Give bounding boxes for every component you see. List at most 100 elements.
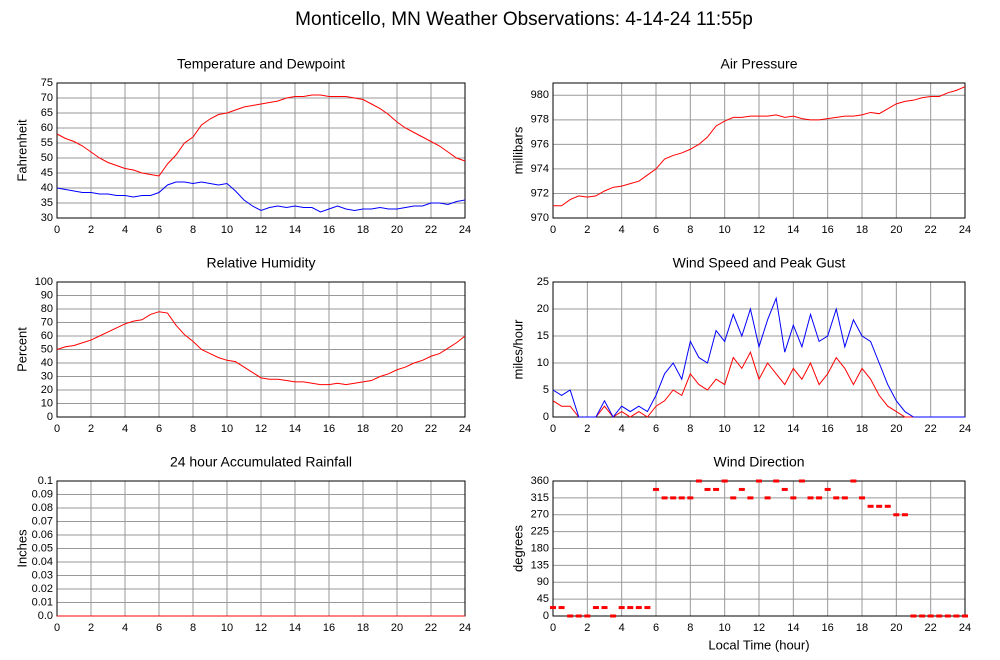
x-tick-label: 10 <box>221 622 233 634</box>
point <box>764 496 771 500</box>
x-tick-label: 18 <box>856 224 868 236</box>
point <box>558 606 565 610</box>
point <box>670 496 677 500</box>
x-tick-label: 14 <box>289 423 301 435</box>
y-tick-label: 50 <box>41 343 53 355</box>
point <box>653 487 659 491</box>
y-tick-label: 972 <box>531 187 549 199</box>
x-tick-label: 4 <box>619 622 625 634</box>
x-tick-label: 24 <box>959 622 971 634</box>
x-tick-label: 24 <box>459 622 471 634</box>
point <box>867 504 874 508</box>
series-line <box>552 296 965 418</box>
x-tick-label: 0 <box>54 224 60 236</box>
point <box>962 614 968 618</box>
point <box>927 614 934 618</box>
point <box>721 479 728 483</box>
y-tick-label: 974 <box>531 163 549 175</box>
point <box>644 606 651 610</box>
x-tick-label: 18 <box>357 224 369 236</box>
x-tick-label: 20 <box>890 423 902 435</box>
point <box>876 504 883 508</box>
y-tick-label: 0.05 <box>32 542 53 554</box>
point <box>781 487 788 491</box>
y-tick-label: 65 <box>41 107 53 119</box>
y-tick-label: 225 <box>531 526 549 538</box>
y-tick-label: 0.04 <box>32 556 53 568</box>
y-tick-label: 5 <box>543 384 549 396</box>
point <box>618 606 625 610</box>
x-tick-label: 0 <box>550 423 556 435</box>
plot-frame <box>552 82 966 219</box>
x-tick-label: 0 <box>550 622 556 634</box>
x-tick-label: 18 <box>357 622 369 634</box>
x-tick-label: 16 <box>323 423 335 435</box>
x-tick-label: 0 <box>54 423 60 435</box>
y-tick-label: 35 <box>41 197 53 209</box>
chart-title: Wind Direction <box>713 454 804 470</box>
y-tick-label: 90 <box>41 289 53 301</box>
x-tick-label: 4 <box>619 224 625 236</box>
x-tick-label: 6 <box>156 224 162 236</box>
x-tick-label: 0 <box>54 622 60 634</box>
x-tick-label: 14 <box>787 224 799 236</box>
point <box>713 487 720 491</box>
x-tick-label: 22 <box>425 423 437 435</box>
x-tick-label: 22 <box>925 224 937 236</box>
y-tick-label: 45 <box>537 593 549 605</box>
point <box>884 504 891 508</box>
x-tick-label: 18 <box>856 622 868 634</box>
series-line <box>56 311 466 386</box>
x-tick-label: 20 <box>890 622 902 634</box>
chart-title: 24 hour Accumulated Rainfall <box>170 454 352 470</box>
y-axis-label: Fahrenheit <box>14 119 29 182</box>
point <box>790 496 797 500</box>
x-tick-label: 22 <box>425 224 437 236</box>
series-line <box>56 94 466 177</box>
x-tick-label: 8 <box>190 423 196 435</box>
point <box>575 614 582 618</box>
y-tick-label: 70 <box>41 316 53 328</box>
y-tick-label: 0 <box>47 411 53 423</box>
point <box>610 614 617 618</box>
x-tick-label: 6 <box>653 622 659 634</box>
y-tick-label: 360 <box>531 475 549 487</box>
x-tick-label: 12 <box>753 423 765 435</box>
x-tick-label: 16 <box>323 622 335 634</box>
point <box>816 496 823 500</box>
y-tick-label: 315 <box>531 492 549 504</box>
y-tick-label: 45 <box>41 167 53 179</box>
y-tick-label: 0.0 <box>38 610 53 622</box>
x-tick-label: 22 <box>925 423 937 435</box>
point <box>601 606 608 610</box>
point <box>567 614 574 618</box>
y-tick-label: 60 <box>41 330 53 342</box>
x-tick-label: 16 <box>822 224 834 236</box>
x-tick-label: 12 <box>753 224 765 236</box>
point <box>798 479 805 483</box>
series-line <box>56 181 466 213</box>
y-tick-label: 75 <box>41 77 53 89</box>
y-tick-label: 20 <box>537 303 549 315</box>
point <box>592 606 599 610</box>
x-tick-label: 20 <box>391 423 403 435</box>
y-axis-label: millibars <box>510 126 525 174</box>
point <box>627 606 634 610</box>
x-tick-label: 8 <box>190 622 196 634</box>
y-tick-label: 0.03 <box>32 569 53 581</box>
point <box>678 496 685 500</box>
y-tick-label: 90 <box>537 576 549 588</box>
x-tick-label: 16 <box>323 224 335 236</box>
x-tick-label: 22 <box>425 622 437 634</box>
y-tick-label: 70 <box>41 92 53 104</box>
y-tick-label: 0.1 <box>38 475 53 487</box>
x-tick-label: 4 <box>122 622 128 634</box>
y-tick-label: 0.09 <box>32 488 53 500</box>
x-tick-label: 16 <box>822 622 834 634</box>
series-line <box>552 350 965 418</box>
x-tick-label: 2 <box>584 423 590 435</box>
y-tick-label: 100 <box>35 276 53 288</box>
point <box>584 614 591 618</box>
y-tick-label: 30 <box>41 212 53 224</box>
y-tick-label: 0.02 <box>32 583 53 595</box>
